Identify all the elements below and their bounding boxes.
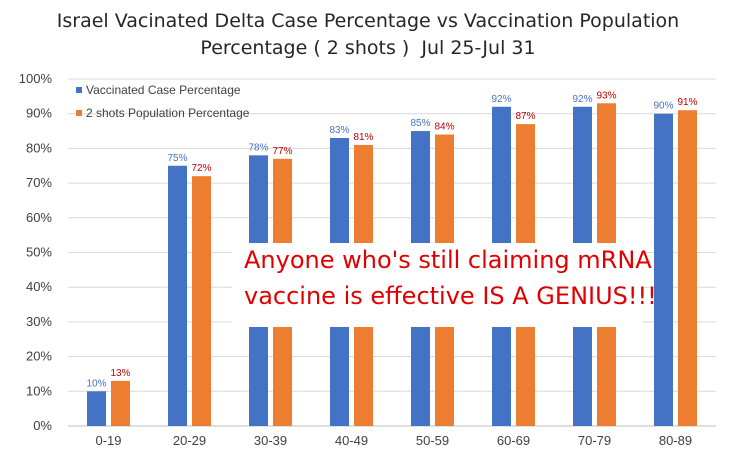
data-label: 92% [572,94,592,105]
data-label: 77% [272,146,292,157]
data-label: 10% [86,378,106,389]
bar-population [111,380,130,426]
y-tick-label: 0% [33,418,52,433]
data-label: 90% [653,101,673,112]
y-tick-label: 100% [19,71,53,86]
data-label: 92% [491,94,511,105]
x-tick-label: 80-89 [659,433,692,448]
x-tick-label: 60-69 [497,433,530,448]
data-label: 85% [410,118,430,129]
data-label: 91% [677,97,697,108]
bar-population [678,110,697,426]
x-tick-label: 40-49 [335,433,368,448]
y-tick-label: 70% [26,175,52,190]
data-label: 84% [434,122,454,133]
x-tick-label: 70-79 [578,433,611,448]
y-tick-label: 60% [26,210,52,225]
data-label: 83% [329,125,349,136]
annotation-box [232,243,642,327]
annotation-line-2: vaccine is effective IS A GENIUS!!! [244,282,657,310]
y-tick-label: 40% [26,279,52,294]
bar-vaccinated-case [654,113,673,426]
x-tick-label: 50-59 [416,433,449,448]
x-tick-label: 30-39 [254,433,287,448]
legend-swatch [76,110,82,116]
x-tick-label: 20-29 [173,433,206,448]
y-tick-label: 20% [26,349,52,364]
y-tick-label: 90% [26,106,52,121]
data-label: 78% [248,142,268,153]
legend-swatch [76,87,82,93]
data-label: 72% [191,163,211,174]
legend-label: 2 shots Population Percentage [86,106,250,120]
data-label: 75% [167,153,187,164]
legend-label: Vaccinated Case Percentage [86,83,241,97]
chart-title-line-1: Israel Vacinated Delta Case Percentage v… [56,10,680,32]
y-tick-label: 10% [26,383,52,398]
annotation-line-1: Anyone who's still claiming mRNA [244,246,652,274]
y-tick-label: 30% [26,314,52,329]
data-label: 81% [353,132,373,143]
bar-vaccinated-case [168,165,187,426]
y-tick-label: 50% [26,245,52,260]
data-label: 93% [596,90,616,101]
y-tick-label: 80% [26,140,52,155]
data-label: 87% [515,111,535,122]
chart-title-line-2: Percentage ( 2 shots ) Jul 25-Jul 31 [200,37,536,59]
bar-population [192,176,211,426]
bar-vaccinated-case [87,391,106,426]
x-tick-label: 0-19 [95,433,121,448]
data-label: 13% [110,368,130,379]
